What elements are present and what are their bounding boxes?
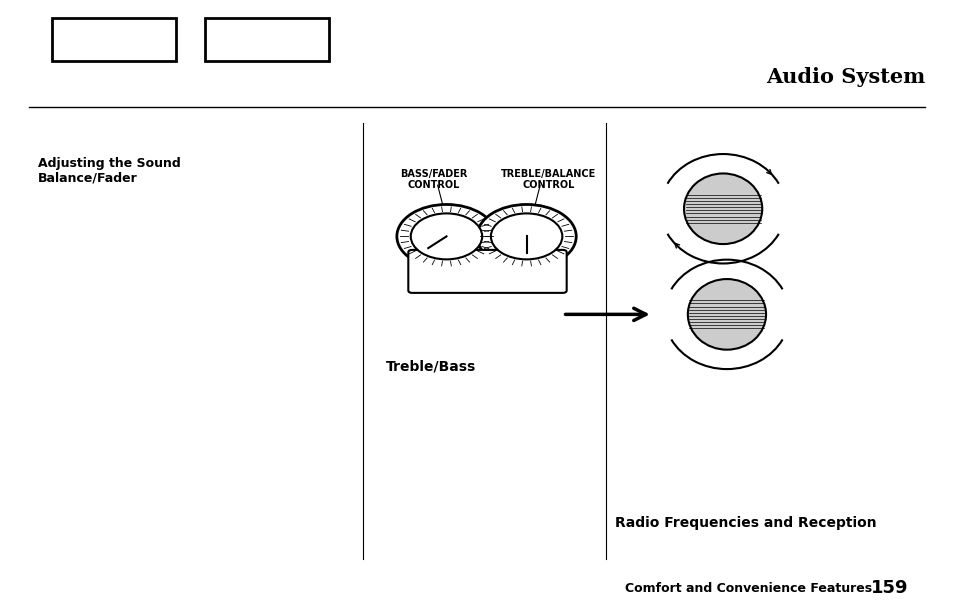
Text: BAS    TRE
FAD  PULL  BAL: BAS TRE FAD PULL BAL <box>449 262 525 281</box>
Circle shape <box>491 214 561 259</box>
FancyBboxPatch shape <box>408 250 566 293</box>
Circle shape <box>476 204 576 268</box>
Text: 159: 159 <box>870 579 907 597</box>
Ellipse shape <box>687 279 765 350</box>
Text: BASS/FADER
CONTROL: BASS/FADER CONTROL <box>400 169 467 190</box>
Circle shape <box>396 204 496 268</box>
Bar <box>205 18 329 61</box>
Text: Radio Frequencies and Reception: Radio Frequencies and Reception <box>615 516 876 530</box>
Text: Comfort and Convenience Features: Comfort and Convenience Features <box>624 581 871 595</box>
Text: Treble/Bass: Treble/Bass <box>386 359 476 373</box>
Text: TREBLE/BALANCE
CONTROL: TREBLE/BALANCE CONTROL <box>500 169 596 190</box>
Text: Audio System: Audio System <box>765 67 924 87</box>
Bar <box>52 18 176 61</box>
Text: Adjusting the Sound
Balance/Fader: Adjusting the Sound Balance/Fader <box>38 157 181 185</box>
Circle shape <box>411 214 481 259</box>
Ellipse shape <box>683 174 761 244</box>
